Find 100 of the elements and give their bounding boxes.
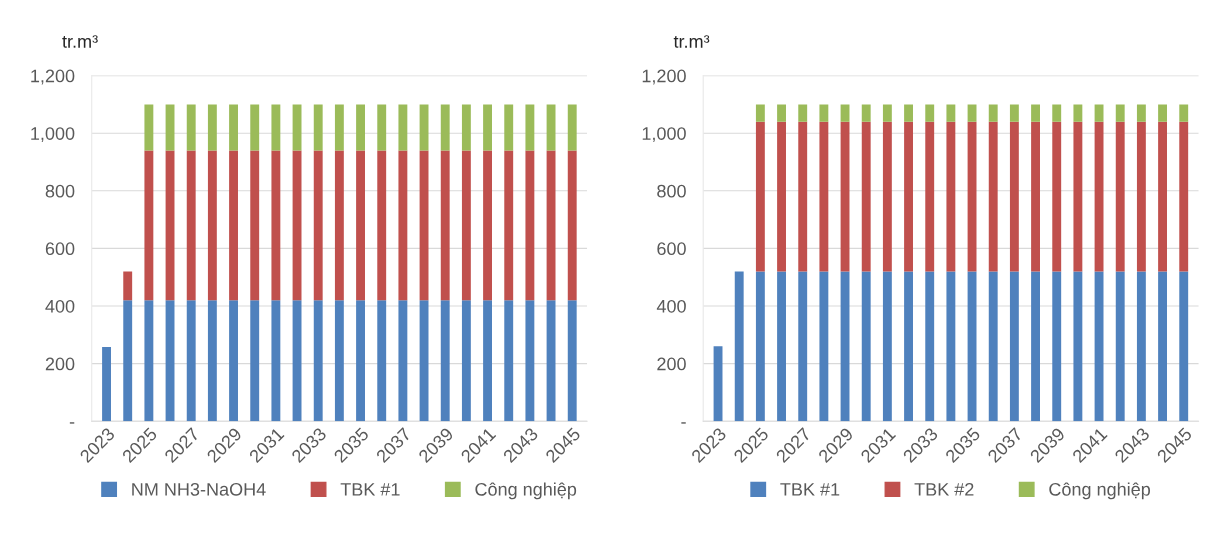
bar xyxy=(1009,271,1019,422)
bar xyxy=(1179,121,1189,272)
bar xyxy=(377,300,387,422)
bar xyxy=(483,300,492,422)
bar xyxy=(356,104,365,151)
bar xyxy=(398,150,408,301)
bar xyxy=(525,150,535,301)
bar xyxy=(1073,271,1083,422)
bar xyxy=(925,121,935,272)
y-tick-label: 1,200 xyxy=(31,69,75,85)
bar xyxy=(186,300,196,422)
legend-label: Công nghiệp xyxy=(1049,482,1151,500)
bar xyxy=(988,104,998,122)
bar xyxy=(819,104,829,122)
bar xyxy=(504,150,514,301)
bar xyxy=(861,271,871,422)
y-tick-label: 400 xyxy=(656,299,686,313)
bar xyxy=(1031,104,1040,122)
bar xyxy=(1052,104,1062,122)
bar xyxy=(292,150,302,301)
bar xyxy=(819,271,829,422)
bar xyxy=(1115,271,1125,422)
bar xyxy=(925,271,935,422)
bar xyxy=(988,121,998,272)
bar xyxy=(165,300,175,422)
bar xyxy=(1094,104,1104,122)
y-axis-title: tr.m³ xyxy=(62,35,98,48)
bar xyxy=(1031,121,1040,272)
y-tick-label: 200 xyxy=(657,357,686,371)
bar xyxy=(186,150,196,301)
bar xyxy=(946,271,956,422)
bar xyxy=(967,104,977,122)
bar xyxy=(398,104,408,151)
y-tick-label: - xyxy=(69,422,75,424)
bar xyxy=(1094,271,1104,422)
bar xyxy=(1179,104,1189,122)
bar xyxy=(1073,104,1083,122)
bar xyxy=(440,300,450,422)
bar xyxy=(144,300,154,422)
bar xyxy=(271,104,281,151)
bar xyxy=(882,104,892,122)
legend-label: Công nghiệp xyxy=(475,482,577,500)
bar xyxy=(567,300,577,422)
bar xyxy=(798,121,808,272)
bar xyxy=(777,271,786,422)
bar xyxy=(713,346,723,422)
bar xyxy=(102,346,111,422)
bar xyxy=(419,300,429,422)
bar xyxy=(334,150,344,301)
bar xyxy=(144,150,154,301)
bar xyxy=(398,300,408,422)
bar xyxy=(525,104,535,151)
bar xyxy=(1115,121,1125,272)
y-tick-label: 600 xyxy=(657,242,686,256)
bar xyxy=(904,121,913,272)
bar xyxy=(861,104,871,122)
bar xyxy=(1136,271,1146,422)
y-tick-label: 800 xyxy=(657,184,686,198)
bar xyxy=(207,300,217,422)
y-tick-label: 800 xyxy=(45,184,75,198)
bar xyxy=(186,104,196,151)
bar xyxy=(229,150,238,301)
bar xyxy=(377,104,387,151)
bar xyxy=(165,150,175,301)
bar xyxy=(334,300,344,422)
bar xyxy=(1158,121,1167,272)
bar xyxy=(440,150,450,301)
bar xyxy=(250,150,260,301)
bar xyxy=(946,121,956,272)
y-axis-title: tr.m³ xyxy=(673,35,710,48)
bar xyxy=(777,104,786,122)
bar xyxy=(861,121,871,272)
bar xyxy=(313,104,323,151)
bar xyxy=(207,104,217,151)
bar xyxy=(819,121,829,272)
bar xyxy=(292,104,302,151)
bar xyxy=(1009,104,1019,122)
bar xyxy=(882,271,892,422)
y-tick-label: 400 xyxy=(45,299,75,313)
bar xyxy=(1115,104,1125,122)
bar xyxy=(461,104,471,151)
bar xyxy=(567,150,577,301)
bar xyxy=(946,104,956,122)
bar xyxy=(904,104,913,122)
bar xyxy=(461,300,471,422)
bar xyxy=(904,271,913,422)
bar xyxy=(313,150,323,301)
y-tick-label: 1,200 xyxy=(642,69,686,85)
bar xyxy=(377,150,387,301)
bar xyxy=(419,104,429,151)
bar xyxy=(1073,121,1083,272)
bar xyxy=(292,300,302,422)
bar xyxy=(504,300,514,422)
bar xyxy=(840,121,850,272)
bar xyxy=(1052,271,1062,422)
bar xyxy=(483,104,492,151)
bar xyxy=(755,104,765,122)
bar xyxy=(356,150,365,301)
bar xyxy=(123,271,133,301)
y-tick-label: 600 xyxy=(45,242,75,256)
